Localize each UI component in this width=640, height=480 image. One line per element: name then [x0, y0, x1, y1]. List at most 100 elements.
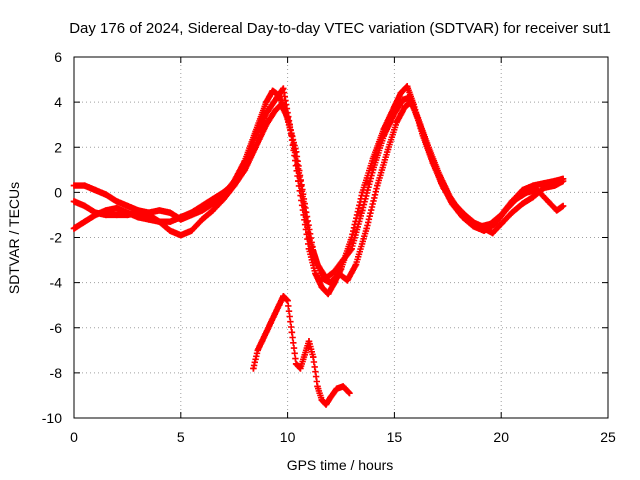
data-point: [359, 207, 366, 214]
data-point: [401, 103, 409, 110]
y-tick-label: -2: [50, 230, 63, 246]
data-point: [166, 218, 174, 225]
data-point: [124, 202, 131, 210]
data-point: [134, 209, 142, 216]
data-point: [70, 225, 78, 232]
x-tick-label: 15: [387, 429, 403, 445]
data-point: [81, 218, 88, 225]
y-tick-label: -4: [50, 275, 63, 291]
data-point: [352, 261, 360, 268]
data-point: [81, 202, 88, 210]
data-point: [416, 121, 424, 128]
data-point: [81, 182, 88, 189]
data-point: [297, 365, 304, 372]
data-point: [502, 207, 509, 214]
data-point: [363, 225, 370, 232]
data-point: [188, 211, 195, 219]
plus-marker-trail: [70, 87, 566, 282]
data-point: [254, 347, 261, 354]
data-point: [288, 329, 296, 336]
data-point: [322, 401, 330, 408]
data-point: [540, 180, 548, 187]
y-axis-label: SDTVAR / TECUs: [6, 182, 22, 294]
data-point: [198, 207, 206, 214]
y-tick-label: 2: [54, 139, 62, 155]
data-point: [489, 229, 496, 237]
data-point: [559, 202, 567, 210]
data-point: [275, 301, 283, 309]
data-point: [292, 148, 300, 155]
data-point: [438, 180, 445, 187]
data-point: [209, 207, 217, 214]
data-point: [551, 177, 558, 185]
data-point: [508, 209, 516, 216]
data-point: [269, 87, 276, 95]
data-point: [156, 218, 163, 225]
data-point: [102, 211, 110, 219]
data-point: [406, 94, 413, 101]
data-point: [498, 220, 505, 228]
data-point: [70, 182, 78, 189]
y-tick-label: 4: [54, 94, 62, 110]
data-point: [559, 175, 567, 183]
data-point: [263, 329, 270, 336]
data-point: [314, 383, 321, 390]
data-point: [301, 351, 308, 359]
data-point: [393, 119, 400, 126]
data-point: [335, 270, 343, 277]
data-point: [156, 207, 163, 214]
data-point: [318, 396, 325, 404]
data-point: [267, 320, 274, 327]
data-point: [318, 274, 325, 282]
data-point: [113, 198, 120, 205]
x-tick-label: 25: [600, 429, 616, 445]
data-point: [346, 389, 353, 397]
data-point: [280, 85, 287, 92]
data-point: [339, 383, 347, 390]
data-point: [519, 200, 526, 207]
data-point: [544, 198, 552, 205]
data-point: [374, 182, 381, 189]
y-tick-label: -8: [50, 365, 63, 381]
data-point: [470, 223, 477, 230]
data-point: [399, 96, 407, 104]
data-point: [327, 394, 334, 401]
y-tick-label: 6: [54, 49, 62, 65]
data-point: [448, 200, 456, 207]
data-layer: [70, 83, 567, 408]
data-point: [113, 211, 120, 219]
x-tick-label: 5: [177, 429, 185, 445]
data-point: [209, 200, 217, 207]
data-point: [271, 311, 278, 318]
data-point: [258, 338, 266, 345]
y-tick-label: -10: [42, 410, 62, 426]
data-point: [369, 166, 377, 174]
data-point: [252, 128, 259, 135]
data-point: [177, 216, 184, 223]
data-point: [339, 256, 347, 264]
grid-layer: [74, 57, 608, 418]
data-point: [271, 107, 278, 115]
data-point: [280, 292, 287, 300]
data-point: [324, 290, 332, 298]
data-point: [480, 227, 488, 234]
data-point: [231, 182, 238, 189]
data-point: [92, 209, 99, 216]
x-tick-label: 20: [493, 429, 509, 445]
data-point: [380, 132, 387, 140]
data-point: [391, 110, 398, 117]
data-point: [252, 144, 259, 151]
x-axis-label: GPS time / hours: [287, 457, 394, 473]
data-point: [70, 198, 78, 205]
data-point: [530, 193, 537, 201]
data-point: [512, 195, 520, 203]
data-point: [145, 211, 152, 219]
data-point: [241, 166, 249, 174]
data-point: [523, 189, 531, 196]
data-point: [188, 227, 195, 234]
data-point: [327, 279, 334, 286]
data-point: [292, 360, 300, 368]
data-point: [263, 121, 270, 128]
data-point: [459, 213, 466, 221]
